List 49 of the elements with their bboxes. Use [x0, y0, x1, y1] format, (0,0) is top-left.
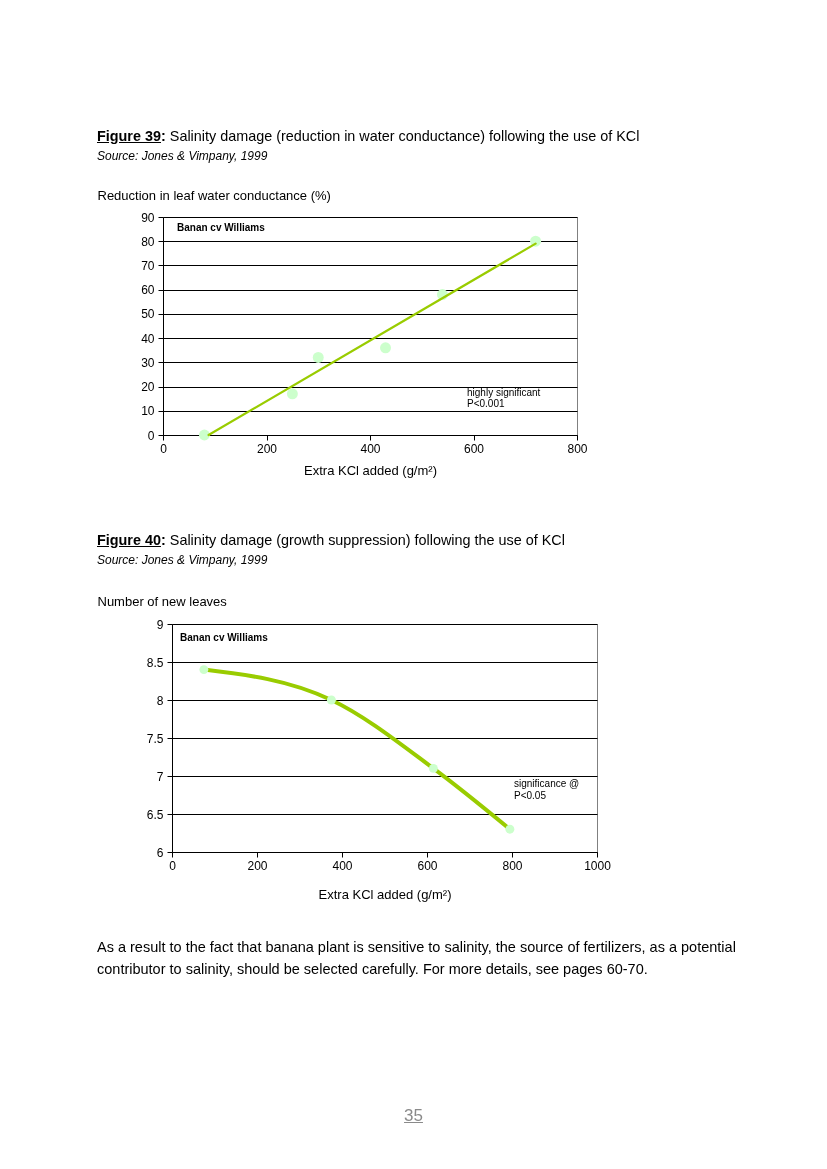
point [380, 342, 391, 354]
chart-subtitle: Source: Jones & Vimpany, 1999 [97, 148, 268, 164]
x-tick-label: 400 [360, 441, 381, 456]
y-tick-label: 6 [156, 845, 164, 860]
x-tick-label: 800 [502, 858, 523, 873]
chart-title: Figure 39: Salinity damage (reduction in water conductance) following the use of KCl [97, 127, 640, 145]
y-tick-label: 10 [141, 404, 155, 419]
x-tick-label: 0 [169, 858, 177, 873]
y-tick-label: 8.5 [146, 655, 164, 670]
x-tick-label: 200 [256, 441, 278, 456]
y-tick-label: 60 [141, 283, 155, 298]
point [286, 388, 298, 400]
y-tick-label: 6.5 [146, 807, 164, 822]
y-tick-label: 0 [147, 428, 155, 443]
y-tick-label: 90 [141, 210, 155, 225]
point [326, 695, 336, 705]
x-axis-title: Extra KCl added (g/m²) [304, 462, 437, 478]
point [312, 352, 324, 363]
y-axis-title: Reduction in leaf water conductance (%) [97, 187, 331, 203]
y-tick-label: 50 [141, 307, 155, 322]
y-tick-label: 7.5 [146, 731, 164, 746]
y-tick-label: 9 [156, 617, 164, 632]
point [428, 763, 438, 773]
text: 35 [404, 1106, 423, 1125]
annotation: Banan cv Williams [180, 632, 269, 643]
x-tick-label: 800 [567, 441, 588, 456]
point [198, 429, 210, 441]
annotation: highly significant P<0.001 [467, 387, 541, 409]
y-tick-label: 30 [141, 355, 155, 370]
y-tick-label: 20 [141, 380, 155, 395]
chart-title: Figure 40: Salinity damage (growth suppression) following the use of KCl [97, 531, 565, 549]
x-tick-label: 600 [463, 441, 485, 456]
point [199, 665, 209, 675]
chart-subtitle: Source: Jones & Vimpany, 1999 [97, 552, 268, 568]
y-tick-label: 7 [156, 769, 164, 784]
y-tick-label: 70 [141, 258, 155, 273]
x-tick-label: 1000 [584, 858, 612, 873]
x-tick-label: 600 [417, 858, 438, 873]
annotation: significance @ P<0.05 [514, 778, 580, 801]
y-axis-title: Number of new leaves [97, 593, 228, 609]
x-axis-title: Extra KCl added (g/m²) [318, 886, 452, 902]
x-tick-label: 200 [247, 858, 268, 873]
y-tick-label: 8 [156, 693, 164, 708]
x-tick-label: 400 [332, 858, 353, 873]
annotation: Banan cv Williams [177, 222, 266, 233]
point [505, 824, 515, 834]
y-tick-label: 80 [141, 234, 155, 249]
text: As a result to the fact that banana plant is sensitive to salinity, the source of fertilizers, as a potential contributor to salinity, should be selected carefully. For more details, see pages 60-70. [97, 939, 736, 977]
y-tick-label: 40 [141, 331, 155, 346]
